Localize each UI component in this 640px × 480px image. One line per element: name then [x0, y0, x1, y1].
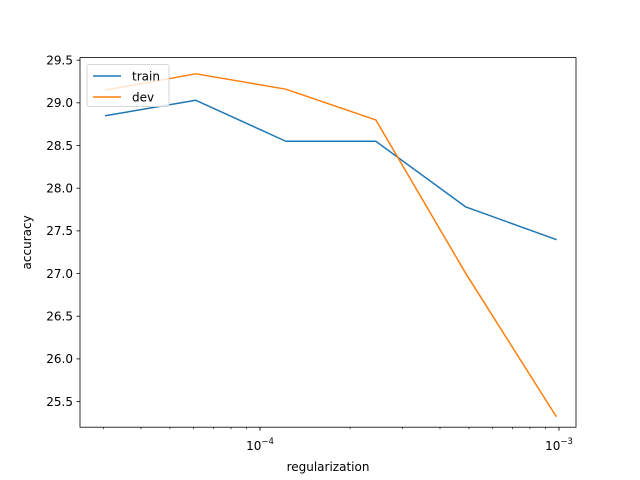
y-tick-label: 28.0 [46, 181, 73, 195]
y-tick-label: 28.5 [46, 139, 73, 153]
y-tick-label: 29.0 [46, 96, 73, 110]
plot-area [80, 57, 576, 428]
y-tick-label: 27.5 [46, 224, 73, 238]
series-layer [104, 73, 558, 418]
y-axis-ticks: 25.5 26.0 26.5 27.0 27.5 28.0 28.5 29.0 29.5 [46, 53, 80, 409]
legend: train dev [86, 64, 170, 107]
y-tick-label: 27.0 [46, 267, 73, 281]
x-axis-label: regularization [287, 460, 370, 474]
series-line-train [104, 99, 557, 241]
y-tick-label: 26.0 [46, 352, 73, 366]
plot-frame [79, 57, 577, 428]
y-axis-label: accuracy [20, 215, 34, 269]
legend-label-dev: dev [132, 90, 154, 104]
series-line-dev [104, 73, 558, 418]
legend-box [86, 64, 170, 107]
y-tick-label: 29.5 [46, 53, 73, 67]
legend-label-train: train [132, 69, 160, 83]
y-tick-label: 26.5 [46, 310, 73, 324]
y-tick-label: 25.5 [46, 395, 73, 409]
